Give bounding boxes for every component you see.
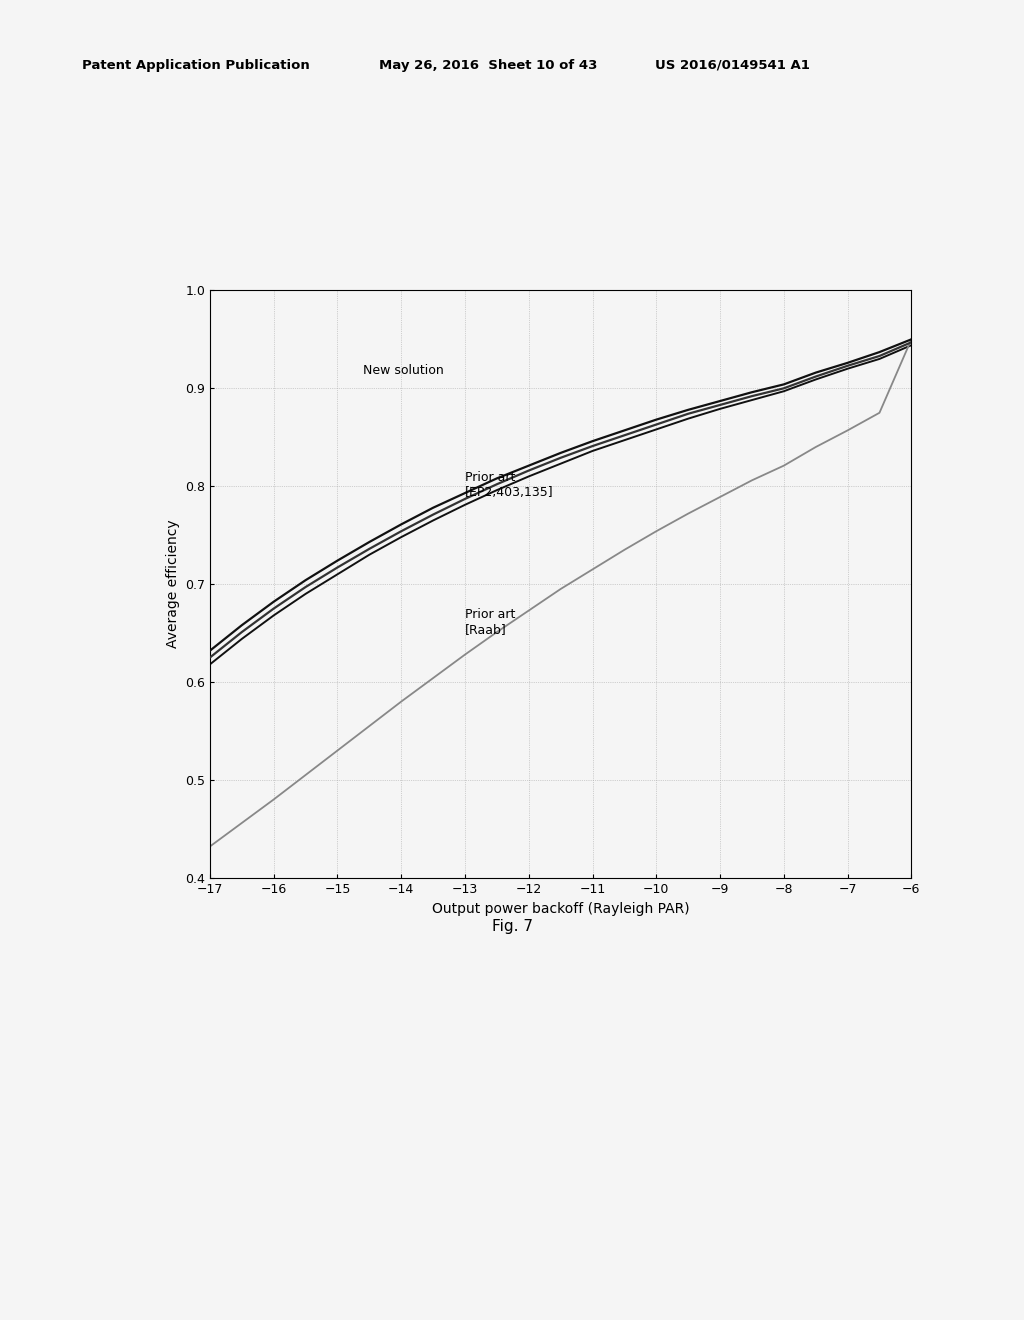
Text: New solution: New solution [362,363,443,376]
Text: Fig. 7: Fig. 7 [492,919,532,933]
Text: US 2016/0149541 A1: US 2016/0149541 A1 [655,58,810,71]
X-axis label: Output power backoff (Rayleigh PAR): Output power backoff (Rayleigh PAR) [432,902,689,916]
Text: May 26, 2016  Sheet 10 of 43: May 26, 2016 Sheet 10 of 43 [379,58,597,71]
Text: Prior art
[Raab]: Prior art [Raab] [465,609,515,636]
Text: Prior art
[EP2,403,135]: Prior art [EP2,403,135] [465,471,554,499]
Text: Patent Application Publication: Patent Application Publication [82,58,309,71]
Y-axis label: Average efficiency: Average efficiency [166,520,179,648]
